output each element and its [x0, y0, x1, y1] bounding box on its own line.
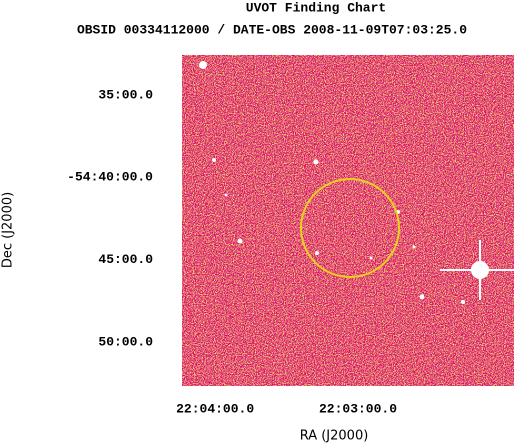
- y-tick-label: 35:00.0: [98, 87, 153, 102]
- y-tick-label: 45:00.0: [98, 252, 153, 267]
- sky-image: [182, 55, 514, 386]
- source-circle: [300, 178, 400, 278]
- chart-subtitle: OBSID 00334112000 / DATE-OBS 2008-11-09T…: [77, 22, 467, 37]
- y-tick-label: -54:40:00.0: [67, 170, 153, 185]
- stars: [199, 61, 514, 304]
- x-axis-label: RA (J2000): [300, 429, 369, 444]
- y-tick-label: 50:00.0: [98, 334, 153, 349]
- y-axis-label: Dec (J2000): [1, 192, 16, 268]
- chart-title: UVOT Finding Chart: [246, 0, 386, 15]
- x-tick-label: 22:03:00.0: [319, 401, 397, 416]
- x-tick-label: 22:04:00.0: [176, 401, 254, 416]
